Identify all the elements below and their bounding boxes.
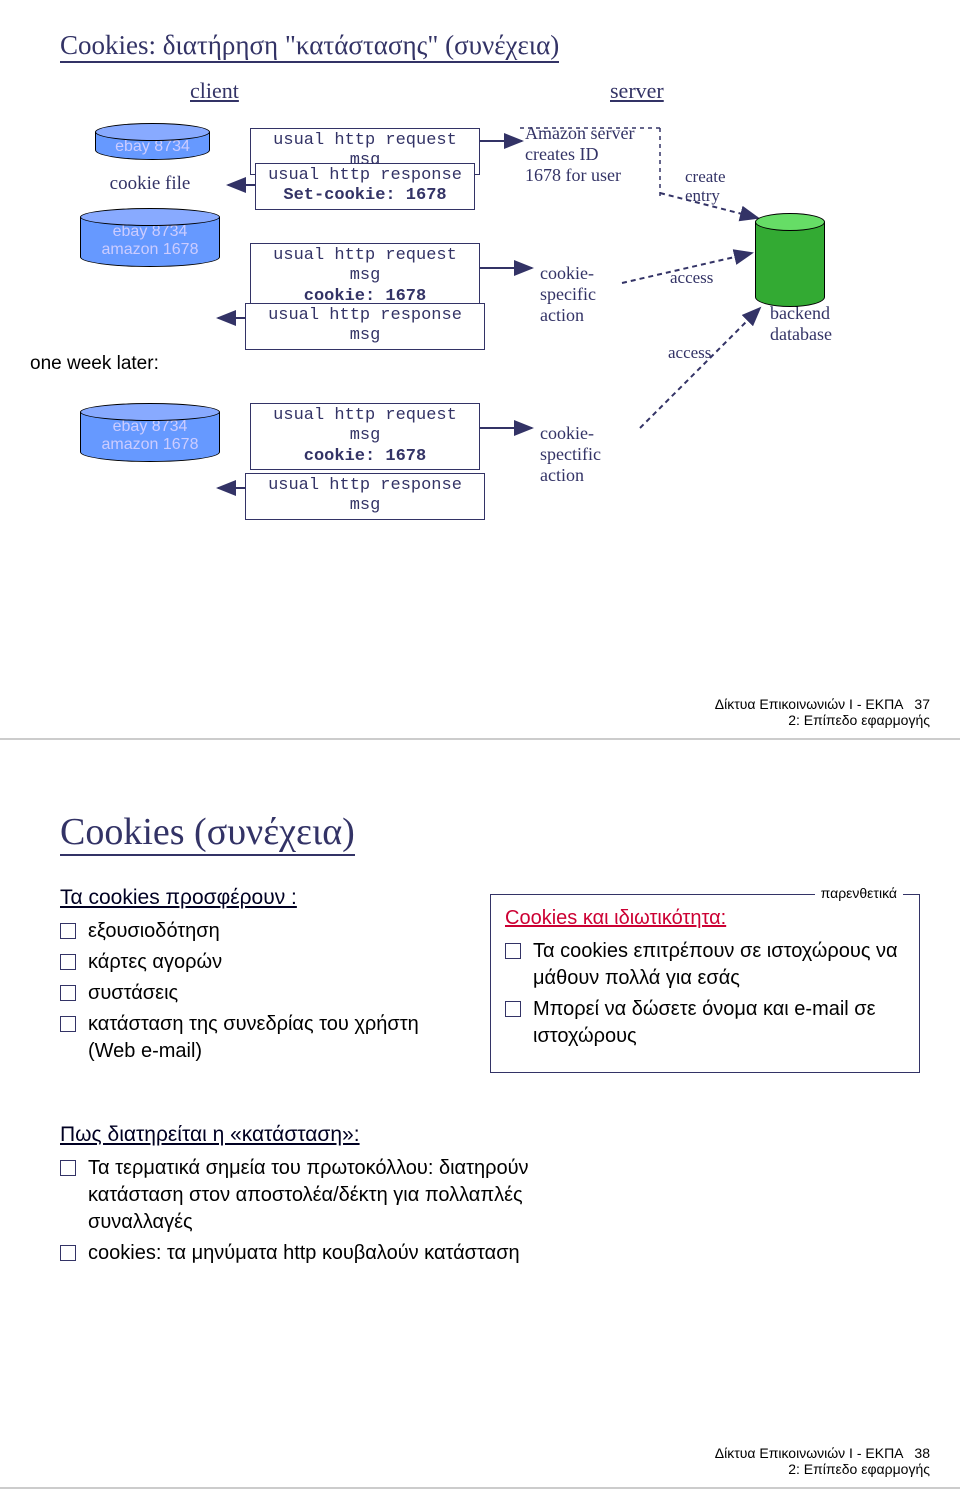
bk-l2: database (770, 324, 832, 344)
msg5-l2: cookie: 1678 (304, 447, 426, 466)
cs2-l2: spectific (540, 444, 601, 464)
az-l1: Amazon server (525, 123, 634, 143)
right-column: παρενθετικά Cookies και ιδιωτικότητα: Τα… (490, 886, 920, 1073)
cs1-l1: cookie- (540, 263, 594, 283)
backend-database-cylinder (755, 213, 825, 307)
offer-item: κατάσταση της συνεδρίας του χρήστη (Web … (60, 1011, 460, 1065)
offer-item: κάρτες αγορών (60, 949, 460, 976)
az-l2: creates ID (525, 144, 598, 164)
offer-item: συστάσεις (60, 980, 460, 1007)
diagram-area: client server ebay 8734 cookie file ebay… (60, 73, 940, 583)
cyl3-l2: amazon 1678 (102, 436, 199, 453)
howstate-heading: Πως διατηρείται η «κατάσταση»: (60, 1123, 920, 1147)
cs1-l2: specific (540, 284, 596, 304)
howstate-item: Τα τερματικά σημεία του πρωτοκόλλου: δια… (60, 1155, 580, 1236)
privacy-box: παρενθετικά Cookies και ιδιωτικότητα: Τα… (490, 894, 920, 1073)
cookie-file-cylinder-1: ebay 8734 (95, 123, 210, 160)
privacy-list: Τα cookies επιτρέπουν σε ιστοχώρους να μ… (505, 938, 905, 1050)
cookie-file-label: cookie file (80, 173, 220, 195)
howstate-list: Τα τερματικά σημεία του πρωτοκόλλου: δια… (60, 1155, 580, 1267)
page2-number: 38 (914, 1445, 930, 1461)
msg-response-1: usual http response Set-cookie: 1678 (255, 163, 475, 210)
legend-label: παρενθετικά (815, 885, 903, 901)
slide-footer: Δίκτυα Επικοινωνιών Ι - ΕΚΠΑ 37 2: Επίπε… (715, 696, 930, 728)
cookie-file-cylinder-3: ebay 8734 amazon 1678 (80, 403, 220, 462)
access-label-1: access (670, 268, 713, 288)
footer2-l1: Δίκτυα Επικοινωνιών Ι - ΕΚΠΑ (715, 1445, 903, 1461)
cookies-offer-heading: Τα cookies προσφέρουν : (60, 886, 460, 910)
client-label: client (190, 78, 239, 104)
page-number: 37 (914, 696, 930, 712)
cs2-l1: cookie- (540, 423, 594, 443)
msg3-l1: usual http request msg (273, 246, 457, 285)
privacy-item: Τα cookies επιτρέπουν σε ιστοχώρους να μ… (505, 938, 905, 992)
cookie-spectific-action-2: cookie- spectific action (540, 423, 601, 486)
left-column: Τα cookies προσφέρουν : εξουσιοδότηση κά… (60, 886, 460, 1073)
footer2-l2: 2: Επίπεδο εφαρμογής (788, 1461, 930, 1477)
az-l3: 1678 for user (525, 165, 621, 185)
cookies-offer-list: εξουσιοδότηση κάρτες αγορών συστάσεις κα… (60, 918, 460, 1065)
offer-item: εξουσιοδότηση (60, 918, 460, 945)
one-week-later: one week later: (30, 353, 159, 375)
cookie-file-cylinder-2: ebay 8734 amazon 1678 (80, 208, 220, 267)
slide2-title: Cookies (συνέχεια) (60, 810, 355, 856)
privacy-item: Μπορεί να δώσετε όνομα και e-mail σε ιστ… (505, 996, 905, 1050)
server-label: server (610, 78, 664, 104)
slide-37: Cookies: διατήρηση "κατάστασης" (συνέχει… (0, 0, 960, 740)
msg2-l1: usual http response (268, 166, 462, 185)
msg-request-2: usual http request msg cookie: 1678 (250, 243, 480, 310)
footer-l1: Δίκτυα Επικοινωνιών Ι - ΕΚΠΑ (715, 696, 903, 712)
footer-l2: 2: Επίπεδο εφαρμογής (788, 712, 930, 728)
msg-request-3: usual http request msg cookie: 1678 (250, 403, 480, 470)
msg2-l2: Set-cookie: 1678 (283, 186, 446, 205)
msg5-l1: usual http request msg (273, 406, 457, 445)
amazon-server-label: Amazon server creates ID 1678 for user (525, 123, 675, 186)
access-label-2: access (668, 343, 711, 363)
howstate-item: cookies: τα μηνύματα http κουβαλούν κατά… (60, 1240, 580, 1267)
msg-response-2: usual http response msg (245, 303, 485, 350)
how-state-section: Πως διατηρείται η «κατάσταση»: Τα τερματ… (60, 1123, 920, 1267)
msg-response-3: usual http response msg (245, 473, 485, 520)
slide2-footer: Δίκτυα Επικοινωνιών Ι - ΕΚΠΑ 38 2: Επίπε… (715, 1445, 930, 1477)
cs1-l3: action (540, 305, 584, 325)
create-entry-label: createentry (685, 168, 726, 205)
cs2-l3: action (540, 465, 584, 485)
backend-database-label: backend database (770, 303, 832, 345)
cyl2-l2: amazon 1678 (102, 241, 199, 258)
privacy-heading: Cookies και ιδιωτικότητα: (505, 907, 905, 930)
slide-38: Cookies (συνέχεια) Τα cookies προσφέρουν… (0, 740, 960, 1489)
slide-title: Cookies: διατήρηση "κατάστασης" (συνέχει… (60, 30, 559, 63)
cookie-specific-action-1: cookie- specific action (540, 263, 596, 326)
